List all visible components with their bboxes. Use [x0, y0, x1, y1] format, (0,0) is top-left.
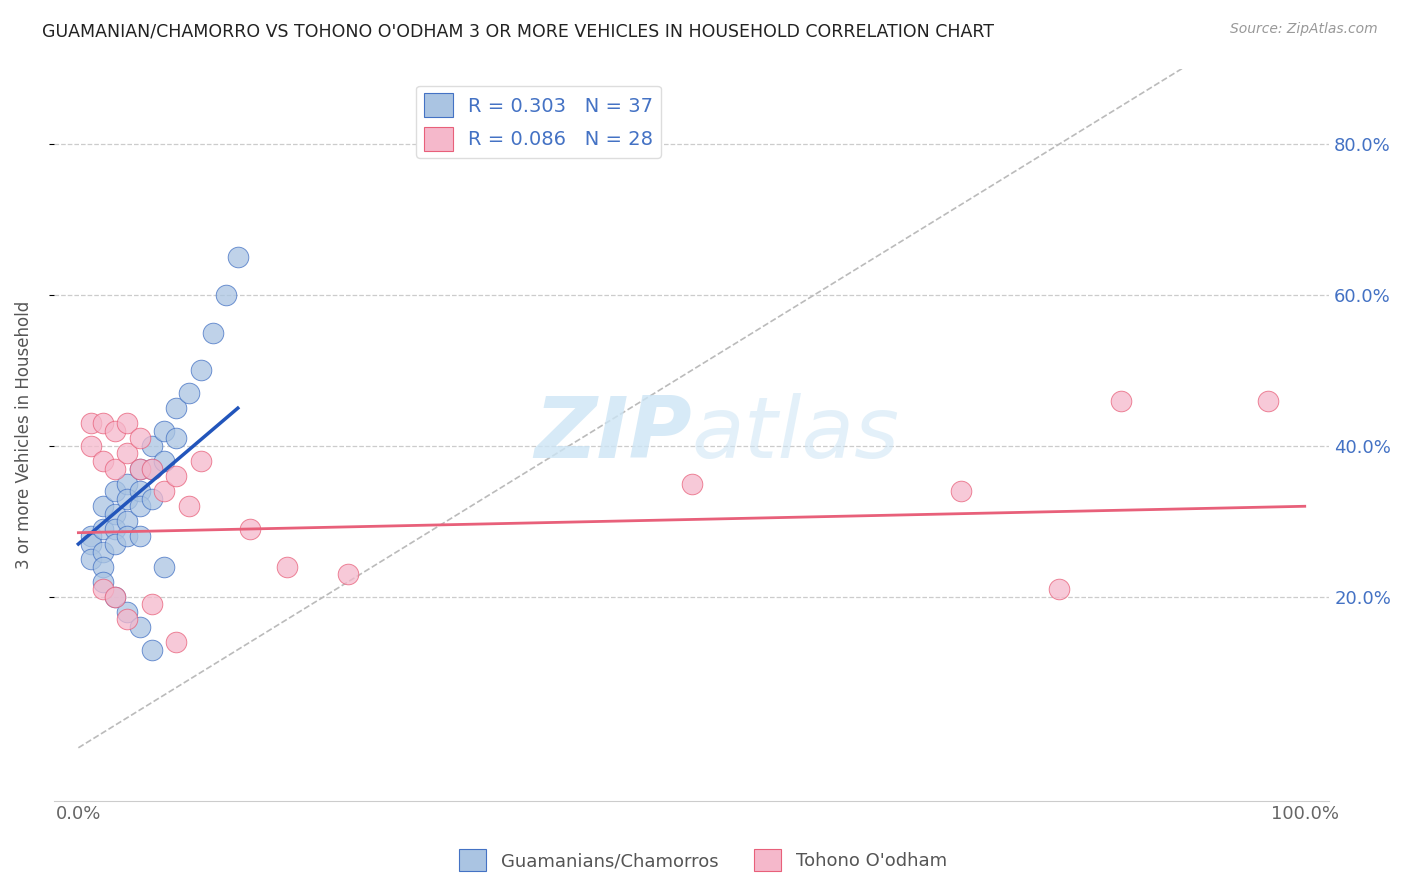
Point	[950, 484, 973, 499]
Point	[104, 484, 127, 499]
Point	[128, 461, 150, 475]
Legend: Guamanians/Chamorros, Tohono O'odham: Guamanians/Chamorros, Tohono O'odham	[451, 842, 955, 879]
Point	[91, 500, 114, 514]
Point	[91, 544, 114, 558]
Point	[79, 416, 101, 430]
Point	[141, 598, 163, 612]
Point	[117, 605, 139, 619]
Point	[681, 476, 703, 491]
Point	[276, 559, 298, 574]
Point	[91, 582, 114, 597]
Point	[190, 363, 212, 377]
Point	[226, 250, 249, 264]
Point	[117, 612, 139, 626]
Point	[104, 461, 127, 475]
Point	[1049, 582, 1071, 597]
Point	[104, 507, 127, 521]
Point	[214, 288, 236, 302]
Point	[104, 424, 127, 438]
Point	[79, 552, 101, 566]
Point	[91, 454, 114, 468]
Point	[153, 454, 176, 468]
Point	[153, 424, 176, 438]
Point	[128, 529, 150, 543]
Point	[79, 537, 101, 551]
Text: atlas: atlas	[692, 393, 900, 476]
Point	[166, 635, 188, 649]
Legend: R = 0.303   N = 37, R = 0.086   N = 28: R = 0.303 N = 37, R = 0.086 N = 28	[416, 86, 661, 158]
Text: Source: ZipAtlas.com: Source: ZipAtlas.com	[1230, 22, 1378, 37]
Point	[1109, 393, 1132, 408]
Point	[117, 514, 139, 528]
Point	[91, 574, 114, 589]
Point	[153, 484, 176, 499]
Point	[104, 537, 127, 551]
Point	[166, 401, 188, 416]
Point	[117, 446, 139, 460]
Point	[117, 416, 139, 430]
Point	[117, 529, 139, 543]
Point	[239, 522, 262, 536]
Point	[177, 500, 200, 514]
Text: GUAMANIAN/CHAMORRO VS TOHONO O'ODHAM 3 OR MORE VEHICLES IN HOUSEHOLD CORRELATION: GUAMANIAN/CHAMORRO VS TOHONO O'ODHAM 3 O…	[42, 22, 994, 40]
Point	[79, 439, 101, 453]
Point	[166, 431, 188, 445]
Point	[91, 559, 114, 574]
Point	[190, 454, 212, 468]
Point	[91, 416, 114, 430]
Point	[141, 439, 163, 453]
Text: ZIP: ZIP	[534, 393, 692, 476]
Point	[91, 522, 114, 536]
Point	[141, 461, 163, 475]
Point	[141, 491, 163, 506]
Point	[141, 461, 163, 475]
Point	[104, 522, 127, 536]
Point	[104, 590, 127, 604]
Point	[128, 431, 150, 445]
Point	[117, 476, 139, 491]
Point	[128, 461, 150, 475]
Point	[177, 386, 200, 401]
Point	[1257, 393, 1279, 408]
Point	[166, 469, 188, 483]
Point	[128, 500, 150, 514]
Point	[117, 491, 139, 506]
Point	[128, 484, 150, 499]
Point	[153, 559, 176, 574]
Point	[141, 642, 163, 657]
Point	[337, 567, 360, 582]
Point	[104, 590, 127, 604]
Point	[128, 620, 150, 634]
Point	[202, 326, 225, 340]
Y-axis label: 3 or more Vehicles in Household: 3 or more Vehicles in Household	[15, 301, 32, 569]
Point	[79, 529, 101, 543]
